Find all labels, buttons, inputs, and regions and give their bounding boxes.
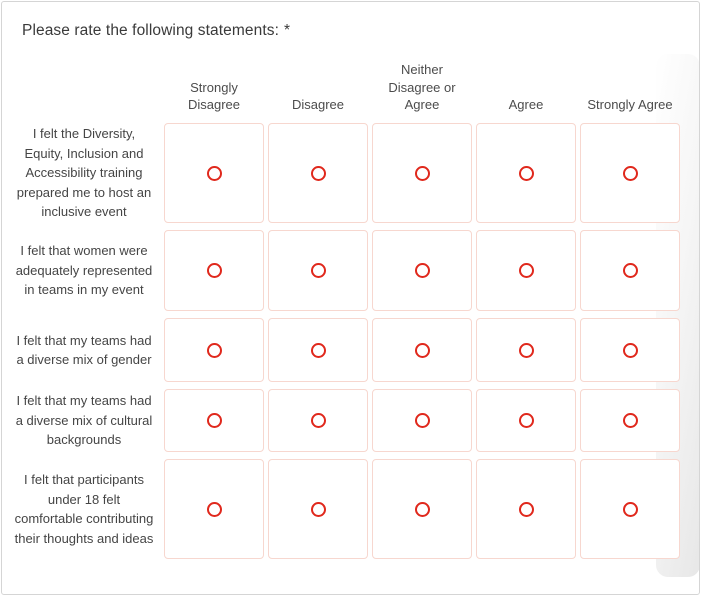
- row-label-gender-mix: I felt that my teams had a diverse mix o…: [16, 332, 152, 368]
- rating-matrix: Strongly Disagree Disagree Neither Disag…: [8, 50, 699, 559]
- radio-r5-strongly-disagree[interactable]: [164, 459, 264, 559]
- radio-icon[interactable]: [310, 165, 326, 181]
- column-header-strongly-disagree: Strongly Disagree: [187, 79, 241, 113]
- radio-icon[interactable]: [518, 413, 534, 428]
- radio-icon[interactable]: [414, 263, 430, 278]
- matrix-corner-spacer: [8, 50, 160, 116]
- radio-r3-disagree[interactable]: [268, 318, 368, 382]
- radio-r1-disagree[interactable]: [268, 123, 368, 223]
- radio-r4-disagree[interactable]: [268, 389, 368, 452]
- radio-icon[interactable]: [414, 165, 430, 181]
- radio-icon[interactable]: [518, 263, 534, 278]
- row-label-cultural-mix: I felt that my teams had a diverse mix o…: [15, 393, 153, 448]
- radio-icon[interactable]: [622, 165, 638, 181]
- question-title: Please rate the following statements: *: [22, 22, 699, 40]
- radio-r4-strongly-disagree[interactable]: [164, 389, 264, 452]
- radio-icon[interactable]: [206, 342, 222, 358]
- radio-icon[interactable]: [310, 501, 326, 517]
- row-label-under-18-comfortable: I felt that participants under 18 felt c…: [14, 472, 154, 546]
- radio-icon[interactable]: [206, 413, 222, 428]
- radio-r3-strongly-disagree[interactable]: [164, 318, 264, 382]
- radio-icon[interactable]: [206, 165, 222, 181]
- radio-icon[interactable]: [518, 165, 534, 181]
- radio-r5-strongly-agree[interactable]: [580, 459, 680, 559]
- radio-r2-disagree[interactable]: [268, 230, 368, 311]
- row-label-dei-training: I felt the Diversity, Equity, Inclusion …: [16, 126, 152, 220]
- radio-icon[interactable]: [414, 413, 430, 428]
- column-header-agree: Agree: [508, 97, 544, 113]
- radio-r5-neither[interactable]: [372, 459, 472, 559]
- radio-icon[interactable]: [518, 342, 534, 358]
- radio-icon[interactable]: [206, 263, 222, 278]
- radio-r4-strongly-agree[interactable]: [580, 389, 680, 452]
- radio-icon[interactable]: [414, 501, 430, 517]
- radio-icon[interactable]: [310, 263, 326, 278]
- radio-r2-strongly-disagree[interactable]: [164, 230, 264, 311]
- radio-r5-agree[interactable]: [476, 459, 576, 559]
- radio-r2-agree[interactable]: [476, 230, 576, 311]
- radio-icon[interactable]: [622, 263, 638, 278]
- required-marker: *: [284, 22, 291, 39]
- radio-r1-strongly-disagree[interactable]: [164, 123, 264, 223]
- radio-icon[interactable]: [622, 413, 638, 428]
- radio-r2-neither[interactable]: [372, 230, 472, 311]
- radio-r5-disagree[interactable]: [268, 459, 368, 559]
- radio-r3-neither[interactable]: [372, 318, 472, 382]
- radio-r3-strongly-agree[interactable]: [580, 318, 680, 382]
- radio-icon[interactable]: [414, 342, 430, 358]
- radio-icon[interactable]: [518, 501, 534, 517]
- radio-r1-strongly-agree[interactable]: [580, 123, 680, 223]
- radio-icon[interactable]: [622, 501, 638, 517]
- radio-r4-agree[interactable]: [476, 389, 576, 452]
- column-header-disagree: Disagree: [291, 97, 345, 113]
- row-label-women-represented: I felt that women were adequately repres…: [15, 243, 153, 298]
- radio-r3-agree[interactable]: [476, 318, 576, 382]
- column-header-neither: Neither Disagree or Agree: [388, 62, 456, 113]
- radio-icon[interactable]: [206, 501, 222, 517]
- radio-r2-strongly-agree[interactable]: [580, 230, 680, 311]
- radio-icon[interactable]: [622, 342, 638, 358]
- radio-r4-neither[interactable]: [372, 389, 472, 452]
- radio-icon[interactable]: [310, 413, 326, 428]
- radio-icon[interactable]: [310, 342, 326, 358]
- question-title-text: Please rate the following statements:: [22, 22, 280, 39]
- column-header-strongly-agree: Strongly Agree: [587, 97, 673, 113]
- radio-r1-agree[interactable]: [476, 123, 576, 223]
- radio-r1-neither[interactable]: [372, 123, 472, 223]
